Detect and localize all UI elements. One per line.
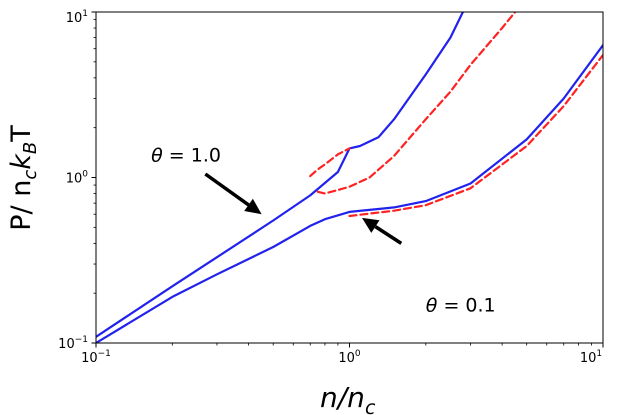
annotation-arrow-shaft [204,172,250,207]
x-axis-label: n/nc [320,381,376,415]
y-axis-label: P/ nckBT [6,125,41,231]
x-tick-base: 10 [338,351,355,366]
y-tick-label: 101 [66,9,88,26]
annotation-arrow-head [244,198,262,215]
y-tick-exp: −1 [75,335,88,345]
y-tick-base: 10 [58,337,75,352]
annotation-value: = 1.0 [163,144,221,166]
y-axis-label-sub2: B [20,142,41,154]
series-line-2 [309,147,351,178]
x-tick-label: 100 [338,349,361,366]
y-axis-label-mid: k [6,153,37,170]
annotation-label-2: θ = 0.1 [426,295,496,317]
y-axis-label-post: T [6,125,37,143]
x-axis-label-main: n/n [320,381,365,414]
y-tick-label: 100 [66,170,89,187]
y-axis-label-sub1: c [20,170,41,180]
y-tick-base: 10 [66,11,83,26]
annotation-arrow-shaft [374,225,403,245]
series-line-4 [96,44,603,343]
annotation-arrow-head [362,217,380,233]
x-tick-exp: −1 [98,349,111,359]
y-tick-exp: 0 [82,170,88,180]
x-tick-base: 10 [580,351,597,366]
y-tick-exp: 1 [82,9,88,19]
series-layer [96,12,603,343]
y-tick-base: 10 [66,172,83,187]
x-tick-label: 101 [580,349,602,366]
annotation-value: = 0.1 [437,295,495,317]
y-axis-label-pre: P/ n [6,180,37,231]
x-tick-exp: 1 [596,349,602,359]
x-tick-base: 10 [81,351,98,366]
plot-background [96,12,603,343]
x-tick-exp: 0 [355,349,361,359]
annotation-symbol: θ [426,295,438,317]
annotation-label-1: θ = 1.0 [151,144,221,166]
x-tick-label: 10−1 [81,349,111,366]
series-line-5 [348,53,603,218]
annotation-symbol: θ [151,144,163,166]
x-axis-label-sub: c [365,397,376,415]
y-tick-label: 10−1 [58,335,88,352]
annotations-layer: θ = 1.0θ = 0.1 [151,144,496,316]
series-line-3 [316,12,517,195]
